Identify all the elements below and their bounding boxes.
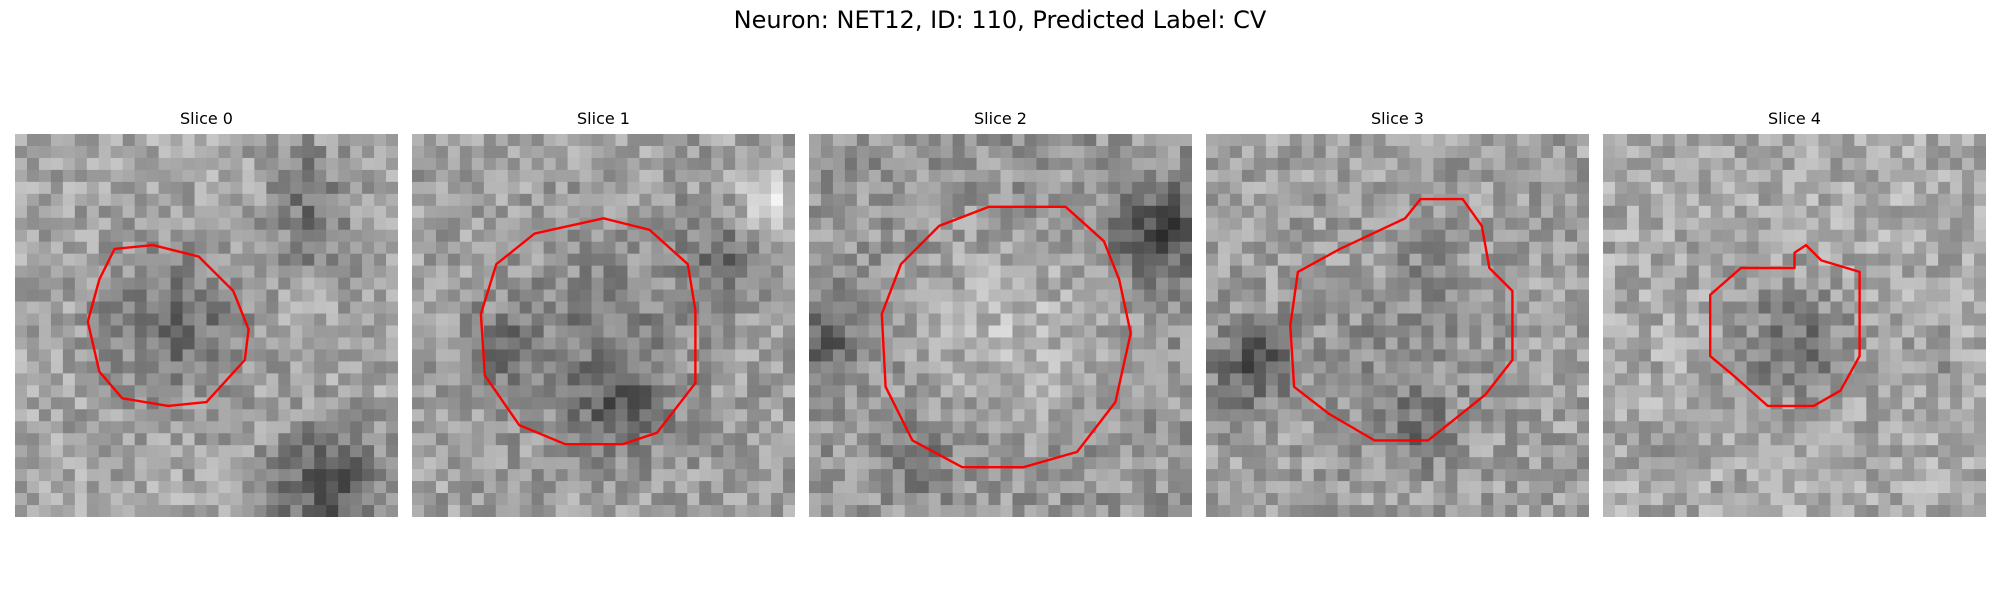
slice-title-4: Slice 4 [1768,109,1821,128]
slice-title-1: Slice 1 [577,109,630,128]
slice-panel-4: Slice 4 [1603,108,1986,517]
contour-outline [1289,197,1514,442]
contour-outline [479,217,697,446]
contour-outline [86,243,250,408]
contour-outline [880,205,1132,469]
figure-title: Neuron: NET12, ID: 110, Predicted Label:… [733,6,1267,34]
slice-panel-1: Slice 1 [412,108,795,517]
slice-title-2: Slice 2 [974,109,1027,128]
slice-panel-3: Slice 3 [1206,108,1589,517]
slice-title-0: Slice 0 [180,109,233,128]
slice-panel-0: Slice 0 [15,108,398,517]
slice-image-1 [412,134,795,517]
slice-panel-2: Slice 2 [809,108,1192,517]
slice-image-4 [1603,134,1986,517]
slice-title-3: Slice 3 [1371,109,1424,128]
slice-image-2 [809,134,1192,517]
contour-outline [1708,243,1861,408]
slice-image-3 [1206,134,1589,517]
slice-image-0 [15,134,398,517]
